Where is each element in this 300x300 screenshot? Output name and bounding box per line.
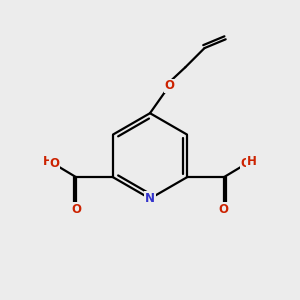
Text: O: O	[165, 79, 175, 92]
Text: O: O	[219, 202, 229, 215]
Text: O: O	[241, 157, 251, 169]
Text: H: H	[247, 154, 257, 167]
Text: O: O	[49, 157, 59, 169]
Text: N: N	[145, 192, 155, 205]
Text: O: O	[71, 202, 81, 215]
Text: H: H	[43, 154, 53, 167]
